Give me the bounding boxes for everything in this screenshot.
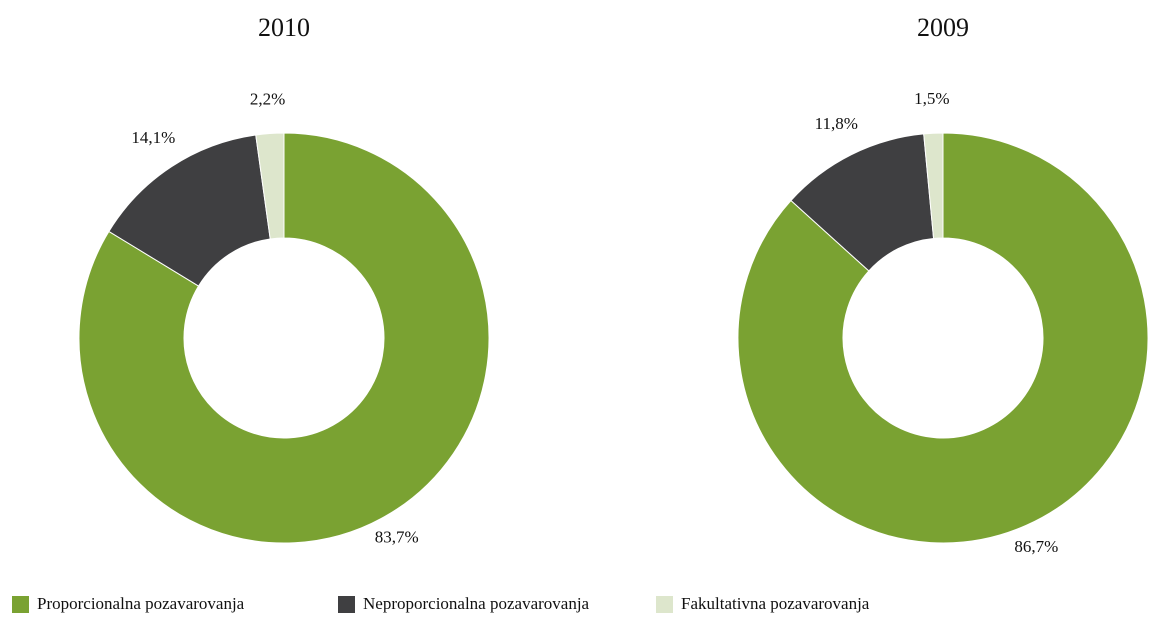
donut-segment xyxy=(923,132,944,239)
legend-label: Proporcionalna pozavarovanja xyxy=(37,594,245,613)
data-label: 1,5% xyxy=(914,89,949,108)
legend-label: Fakultativna pozavarovanja xyxy=(681,594,870,613)
donut-segment xyxy=(108,134,271,287)
legend-swatch xyxy=(656,596,673,613)
donut-segment xyxy=(737,132,1149,544)
data-label: 14,1% xyxy=(131,128,175,147)
chart-title: 2010 xyxy=(258,13,310,42)
data-label: 2,2% xyxy=(250,89,285,108)
chart-title: 2009 xyxy=(917,13,969,42)
legend-label: Neproporcionalna pozavarovanja xyxy=(363,594,590,613)
data-label: 11,8% xyxy=(815,114,858,133)
data-label: 86,7% xyxy=(1014,537,1058,556)
data-label: 83,7% xyxy=(375,527,419,546)
legend-swatch xyxy=(12,596,29,613)
donut-segment xyxy=(255,132,285,240)
legend-swatch xyxy=(338,596,355,613)
donut-segment xyxy=(78,132,490,544)
